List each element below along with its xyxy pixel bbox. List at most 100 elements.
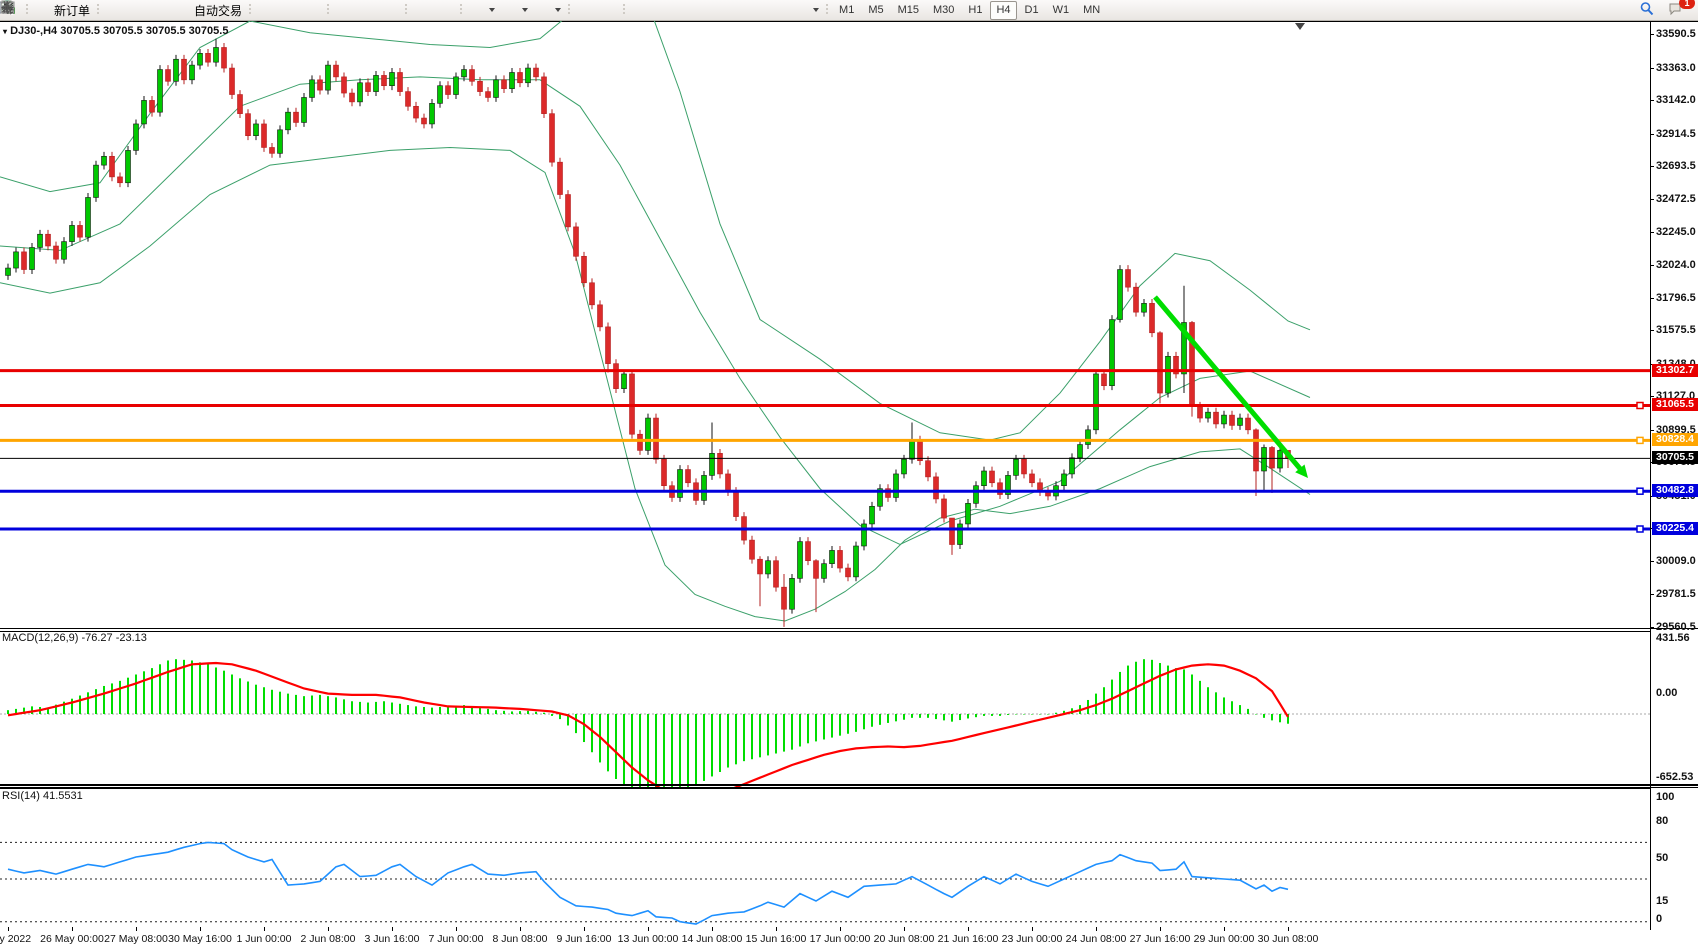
chart-shift-button[interactable]	[2, 0, 457, 20]
trendline-tool-button[interactable]	[1, 0, 698, 20]
level-line-handle[interactable]	[1636, 525, 1644, 533]
time-tick-label: 30 May 16:00	[168, 933, 232, 945]
time-tick-mark	[72, 927, 73, 931]
time-tick-label: May 2022	[0, 933, 32, 945]
price-tick-label: 32472.5	[1656, 192, 1696, 205]
price-tick-mark	[1650, 264, 1654, 266]
dropdown-caret-icon[interactable]	[813, 8, 820, 12]
horizontal-level-lines[interactable]	[0, 369, 1650, 533]
rsi-axis-label: 15	[1656, 894, 1669, 907]
search-button[interactable]	[1638, 0, 1661, 20]
autotrading-button[interactable]: 自动交易	[0, 0, 246, 20]
chart-shift-marker[interactable]	[1295, 23, 1305, 30]
price-level-badge: 30705.5	[1652, 451, 1698, 465]
new-order-button[interactable]: 新订单	[1, 0, 94, 20]
level-line-handle[interactable]	[1636, 436, 1644, 445]
timeframe-button-m30[interactable]: M30	[933, 3, 955, 16]
rsi-pane-canvas[interactable]	[0, 785, 1698, 930]
tile-windows-button[interactable]	[1, 0, 402, 20]
candles-chart-icon	[1, 1, 297, 18]
toolbar-separator	[458, 2, 466, 18]
price-tick-label: 31796.5	[1656, 291, 1696, 304]
macd-pane-canvas[interactable]	[0, 628, 1698, 788]
time-tick-mark	[840, 927, 841, 931]
timeframe-button-mn[interactable]: MN	[1083, 3, 1101, 16]
text-tool-button[interactable]: A	[3, 0, 767, 20]
zoom-in-button[interactable]	[1, 0, 356, 20]
main-toolbar: 新订单 自动交易 E F A T M1 M5 M15 M30 H1 H4 D1 W1 MN 1	[0, 0, 1698, 21]
vertical-line-tool-button[interactable]	[6, 0, 652, 20]
level-line-handle[interactable]	[1636, 401, 1644, 410]
price-level-badge: 30225.4	[1652, 522, 1698, 536]
price-tick-mark	[1650, 330, 1654, 332]
symbol-dropdown-marker[interactable]: ▾	[3, 27, 8, 36]
search-icon	[1640, 1, 1657, 18]
dropdown-caret-icon[interactable]	[555, 8, 562, 12]
virtual-hosting-button[interactable]	[1, 0, 149, 20]
timeframe-button-d1[interactable]: D1	[1024, 3, 1039, 16]
chart-area[interactable]: ▾ DJ30-,H4 30705.5 30705.5 30705.5 30705…	[0, 21, 1698, 945]
time-tick-label: 9 Jun 16:00	[556, 933, 612, 945]
time-tick-label: 29 Jun 00:00	[1193, 933, 1255, 945]
line-chart-icon	[0, 2, 320, 18]
bollinger-middle-band	[0, 76, 1311, 546]
zoom-in-icon	[1, 1, 352, 18]
timeframe-button-m15[interactable]: M15	[897, 3, 919, 16]
crosshair-icon	[1, 1, 616, 18]
toolbar-separator	[824, 2, 832, 18]
macd-axis-label: -652.53	[1656, 771, 1694, 783]
price-chart-canvas[interactable]	[0, 21, 1698, 632]
timeframe-button-h1[interactable]: H1	[968, 3, 983, 16]
price-tick-label: 29560.5	[1656, 620, 1696, 633]
time-tick-mark	[584, 927, 585, 931]
signals-icon	[1, 1, 168, 18]
cursor-tool-button[interactable]	[4, 0, 597, 20]
level-line-handle[interactable]	[1636, 487, 1644, 495]
price-tick-label: 32245.0	[1656, 226, 1696, 239]
macd-axis-label: 431.56	[1656, 632, 1690, 644]
templates-menu-button[interactable]	[0, 0, 565, 20]
crosshair-tool-button[interactable]	[1, 0, 620, 20]
bollinger-upper-band	[0, 21, 1311, 441]
dropdown-caret-icon[interactable]	[522, 8, 529, 12]
price-tick-mark	[1650, 560, 1654, 562]
text-label-tool-button[interactable]: T	[1, 0, 790, 20]
bollinger-bands	[0, 21, 1311, 622]
time-tick-label: 20 Jun 08:00	[873, 933, 935, 945]
time-tick-label: 30 Jun 08:00	[1257, 933, 1319, 945]
toolbar-separator	[403, 2, 411, 18]
arrows-tool-button[interactable]	[2, 0, 823, 20]
auto-scroll-button[interactable]	[2, 0, 434, 20]
periods-icon	[1, 1, 518, 18]
timeframe-button-m5[interactable]: M5	[868, 3, 884, 16]
signals-button[interactable]	[1, 0, 172, 20]
chat-button[interactable]: 1	[1667, 0, 1695, 20]
horizontal-line-tool-button[interactable]	[1, 0, 675, 20]
dropdown-caret-icon[interactable]	[489, 8, 496, 12]
timeframe-button-w1[interactable]: W1	[1052, 3, 1070, 16]
indicators-menu-button[interactable]	[0, 0, 499, 20]
candlestick-mode-button[interactable]	[1, 0, 301, 20]
time-tick-mark	[328, 927, 329, 931]
line-chart-mode-button[interactable]	[0, 0, 324, 20]
price-tick-label: 30899.5	[1656, 423, 1696, 436]
symbol-period-label: DJ30-,H4	[10, 25, 58, 37]
time-tick-label: 17 Jun 00:00	[809, 933, 871, 945]
price-level-badge: 31065.5	[1652, 398, 1698, 412]
equidistant-channel-tool-button[interactable]: E	[0, 0, 721, 20]
price-level-badge: 30482.8	[1652, 484, 1698, 498]
fibonacci-tool-button[interactable]: F	[1, 0, 744, 20]
trend-arrow-annotation[interactable]	[1153, 295, 1308, 478]
bar-chart-mode-button[interactable]	[2, 0, 278, 20]
new-order-button-label: 新订单	[54, 3, 91, 18]
zoom-out-button[interactable]	[1, 0, 379, 20]
timeframe-button-h4[interactable]: H4	[990, 0, 1017, 20]
text-label-icon: T	[1, 1, 786, 18]
periods-menu-button[interactable]	[1, 0, 532, 20]
styler-button[interactable]	[1, 0, 126, 20]
svg-text:A: A	[3, 1, 12, 15]
toolbar-right-icons: 1	[1638, 0, 1698, 20]
price-tick-mark	[1650, 429, 1654, 431]
timeframe-button-m1[interactable]: M1	[839, 3, 855, 16]
